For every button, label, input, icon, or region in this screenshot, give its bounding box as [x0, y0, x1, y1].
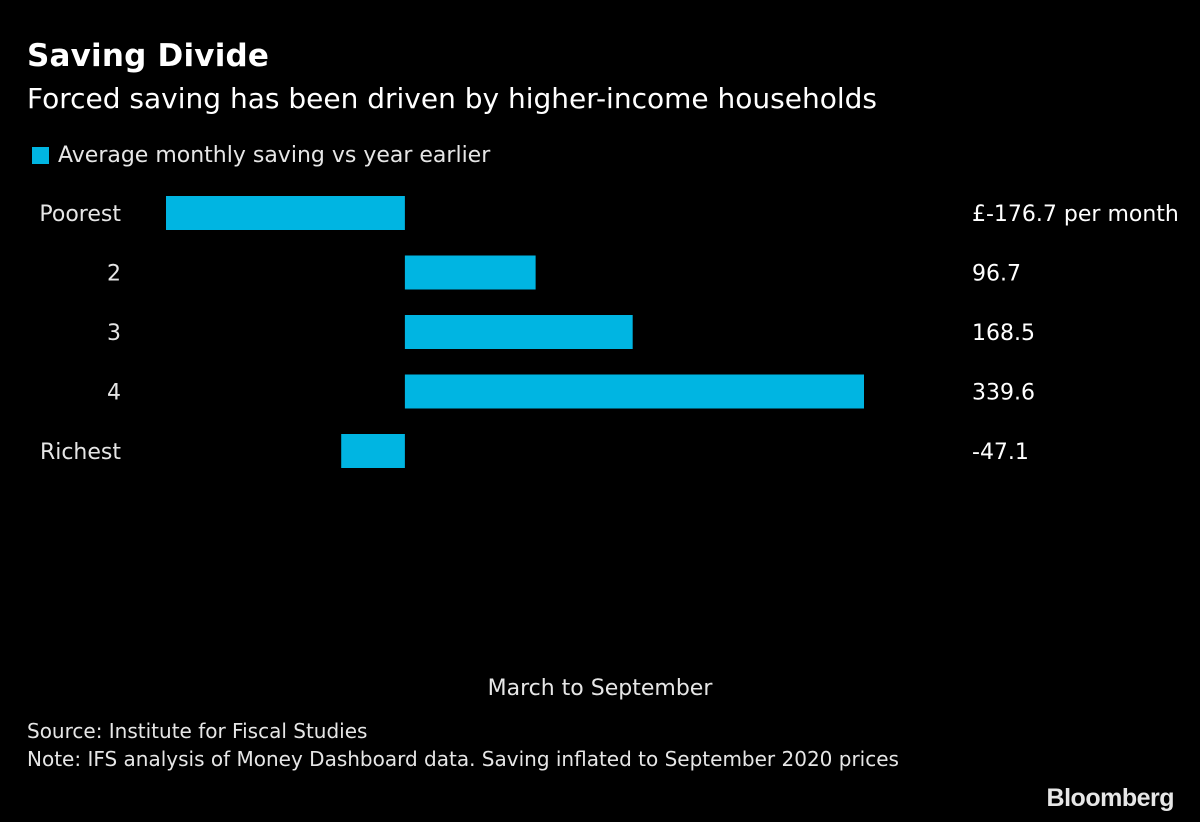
category-label: Richest	[40, 440, 121, 465]
source-note: Source: Institute for Fiscal Studies	[27, 719, 368, 743]
value-label: 96.7	[972, 262, 1021, 287]
footer: Source: Institute for Fiscal Studies Not…	[27, 717, 987, 773]
legend-label: Average monthly saving vs year earlier	[58, 143, 491, 168]
bar-3	[404, 315, 633, 349]
legend-swatch	[32, 147, 49, 164]
category-label: 4	[107, 381, 121, 406]
chart-title: Saving Divide	[27, 38, 270, 74]
bar-poorest	[166, 196, 405, 230]
category-label: Poorest	[39, 202, 121, 227]
methodology-note: Note: IFS analysis of Money Dashboard da…	[27, 747, 899, 771]
chart-subtitle: Forced saving has been driven by higher-…	[27, 82, 877, 115]
category-label: 3	[107, 321, 121, 346]
bar-richest	[341, 434, 405, 468]
value-label: 168.5	[972, 321, 1035, 346]
value-label: -47.1	[972, 440, 1029, 465]
value-label: £-176.7 per month	[972, 202, 1179, 227]
category-label: 2	[107, 262, 121, 287]
x-axis-label: March to September	[487, 676, 713, 701]
bar-2	[404, 255, 536, 290]
bloomberg-logo: Bloomberg	[1046, 784, 1175, 812]
bar-4	[404, 374, 864, 409]
legend: Average monthly saving vs year earlier	[32, 143, 490, 168]
value-label: 339.6	[972, 381, 1035, 406]
